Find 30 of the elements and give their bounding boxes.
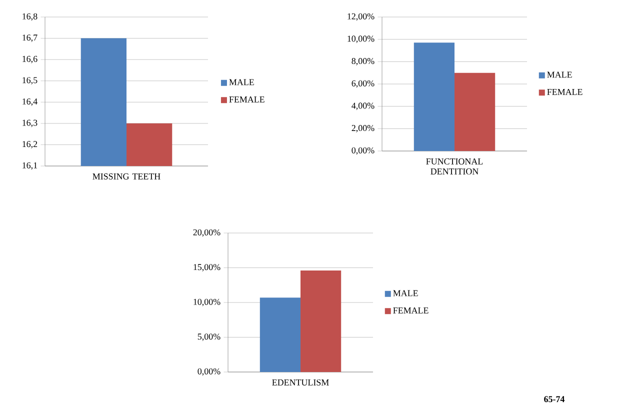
y-tick-label: 20,00% bbox=[193, 229, 220, 237]
y-tick-label: 16,1 bbox=[22, 162, 38, 170]
legend-label: FEMALE bbox=[547, 88, 582, 95]
y-tick-label: 15,00% bbox=[194, 264, 220, 272]
y-tick-label: 16,8 bbox=[22, 13, 38, 21]
legend-label: MALE bbox=[393, 290, 418, 296]
y-tick-label: 5,00% bbox=[198, 334, 220, 341]
y-tick-label: 6,00% bbox=[352, 80, 374, 88]
y-tick-label: 16,3 bbox=[22, 120, 38, 128]
legend-label: MALE bbox=[547, 72, 572, 78]
y-tick-label: 10,00% bbox=[348, 36, 374, 43]
legend-label: FEMALE bbox=[393, 307, 428, 314]
y-tick-label: 12,00% bbox=[348, 13, 374, 21]
legend-label: FEMALE bbox=[229, 96, 264, 102]
y-tick-label: 16,7 bbox=[22, 34, 38, 42]
y-tick-label: 16,2 bbox=[22, 141, 38, 148]
y-tick-label: 4,00% bbox=[352, 102, 374, 110]
legend-label: MALE bbox=[229, 79, 254, 86]
x-tick-label: MISSING TEETH bbox=[92, 173, 160, 180]
y-tick-label: 0,00% bbox=[352, 147, 374, 155]
y-tick-label: 2,00% bbox=[352, 124, 374, 132]
y-tick-label: 8,00% bbox=[352, 58, 374, 66]
y-tick-label: 16,6 bbox=[22, 56, 38, 64]
y-tick-label: 16,4 bbox=[22, 98, 38, 106]
y-tick-label: 16,5 bbox=[22, 77, 38, 85]
x-tick-label: FUNCTIONAL DENTITION bbox=[426, 158, 483, 174]
y-tick-label: 10,00% bbox=[194, 298, 220, 306]
x-tick-label: EDENTULISM bbox=[272, 379, 329, 386]
y-tick-label: 0,00% bbox=[198, 368, 220, 376]
text: 65-74 bbox=[544, 396, 565, 402]
